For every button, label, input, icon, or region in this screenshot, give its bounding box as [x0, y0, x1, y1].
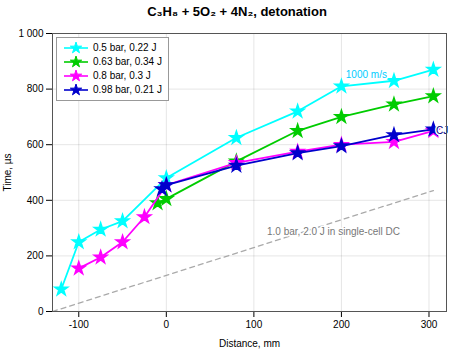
- html-text:0.8 bar, 0.3 J: 0.8 bar, 0.3 J: [93, 70, 151, 81]
- svg-text:1000 m/s: 1000 m/s: [346, 69, 387, 80]
- svg-text:200: 200: [333, 319, 350, 330]
- svg-text:1.0 bar, 2.0 J in single-cell: 1.0 bar, 2.0 J in single-cell DC: [267, 226, 400, 237]
- svg-text:200: 200: [27, 250, 44, 261]
- svg-text:300: 300: [421, 319, 438, 330]
- svg-text:Time, µs: Time, µs: [2, 153, 13, 191]
- svg-text:100: 100: [246, 319, 263, 330]
- svg-text:0: 0: [38, 306, 44, 317]
- html-text:0.63 bar, 0.34 J: 0.63 bar, 0.34 J: [93, 56, 162, 67]
- svg-text:Distance, mm: Distance, mm: [219, 338, 280, 349]
- svg-text:-100: -100: [69, 319, 89, 330]
- svg-text:1 000: 1 000: [18, 28, 43, 39]
- svg-text:400: 400: [27, 195, 44, 206]
- html-text:C₃H₈ + 5O₂ + 4N₂, detonation: C₃H₈ + 5O₂ + 4N₂, detonation: [147, 4, 327, 19]
- svg-text:0: 0: [164, 319, 170, 330]
- svg-text:800: 800: [27, 83, 44, 94]
- html-text:0.5 bar, 0.22 J: 0.5 bar, 0.22 J: [93, 42, 157, 53]
- svg-text:CJ: CJ: [436, 124, 449, 136]
- html-text:0.98 bar, 0.21 J: 0.98 bar, 0.21 J: [93, 84, 162, 95]
- svg-text:600: 600: [27, 139, 44, 150]
